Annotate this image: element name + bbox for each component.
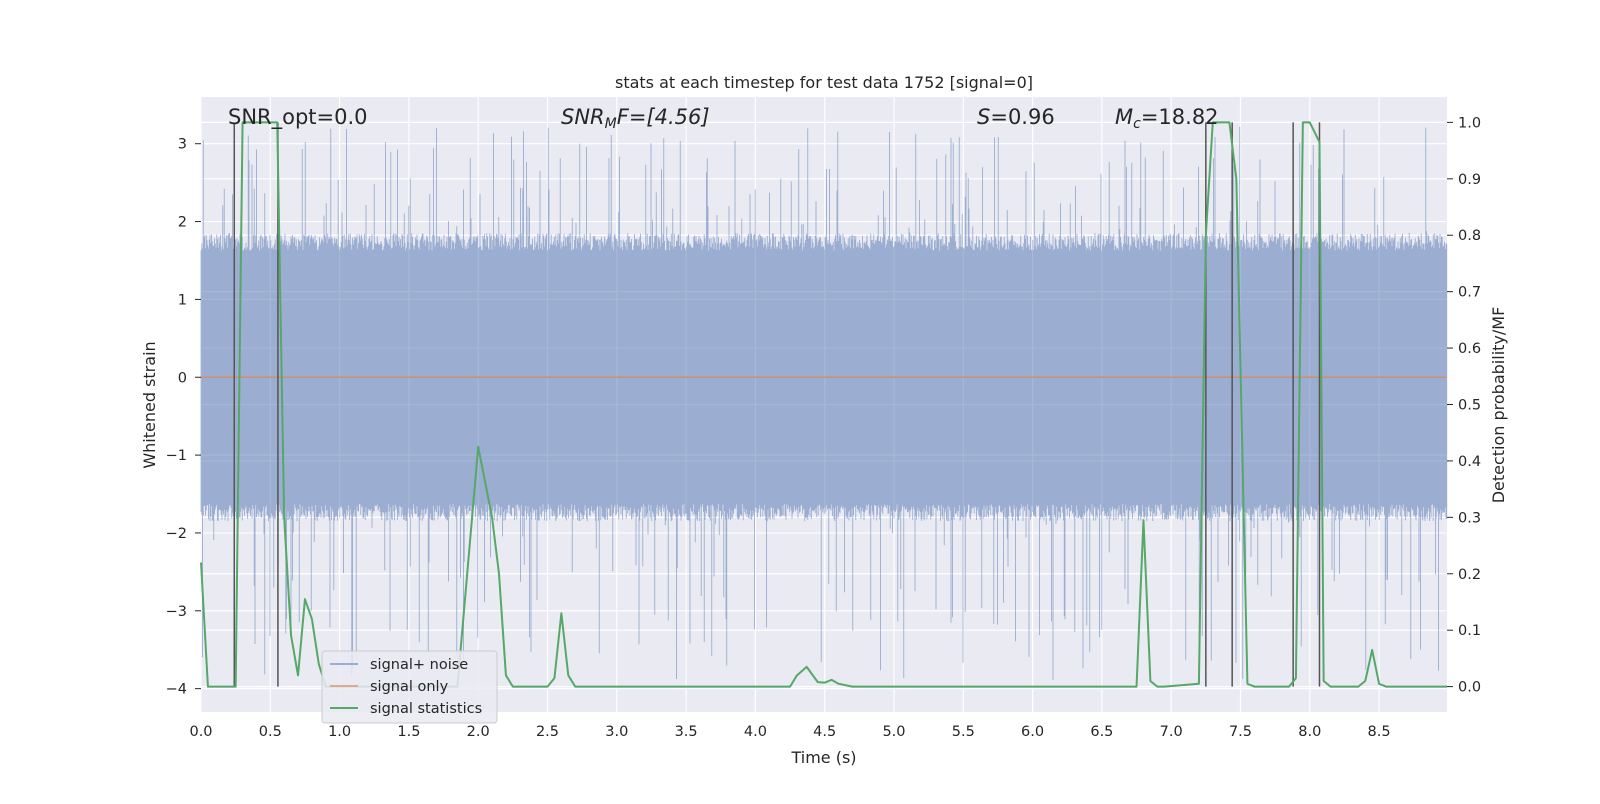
chart-title: stats at each timestep for test data 175… [615,73,1033,92]
y-tick-label: 0 [178,370,187,386]
y2-tick-label: 0.4 [1458,454,1481,470]
y2-tick-label: 0.3 [1458,510,1481,526]
x-tick-label: 6.5 [1090,724,1113,740]
x-tick-label: 7.5 [1229,724,1252,740]
y2-tick-label: 0.1 [1458,623,1481,639]
annotation-snr-opt: SNR_opt=0.0 [228,105,368,130]
y-axis-left-ticks: 3 2 1 0 −1 −2 −3 −4 [166,137,201,698]
y2-tick-label: 0.9 [1458,172,1481,188]
x-tick-label: 5.5 [952,724,975,740]
y-axis-right-label: Detection probability/MF [1489,307,1508,504]
x-tick-label: 1.5 [397,724,420,740]
y-axis-right-ticks: 1.0 0.9 0.8 0.7 0.6 0.5 0.4 0.3 0.2 0.1 0.0 [1447,115,1481,696]
y2-tick-label: 0.8 [1458,228,1481,244]
x-tick-label: 3.0 [605,724,628,740]
y-axis-left-label: Whitened strain [140,341,159,468]
legend-box [321,650,498,724]
annotation-mc: Mc=18.82 [1115,105,1219,132]
y2-tick-label: 0.2 [1458,567,1481,583]
x-tick-label: 0.0 [189,724,212,740]
x-tick-label: 0.5 [259,724,282,740]
y-tick-label: 3 [178,137,187,153]
y2-tick-label: 0.5 [1458,398,1481,414]
x-tick-label: 3.5 [675,724,698,740]
y2-tick-label: 0.0 [1458,680,1481,696]
x-axis-label: Time (s) [790,748,856,767]
signal-statistics-line [200,121,1447,688]
y-tick-label: −2 [166,526,187,542]
x-tick-label: 4.0 [744,724,767,740]
x-tick-label: 4.5 [813,724,836,740]
x-tick-label: 1.0 [328,724,351,740]
y2-tick-label: 0.6 [1458,341,1481,357]
legend-label-signal-statistics: signal statistics [370,701,482,717]
x-tick-label: 8.5 [1368,724,1391,740]
x-tick-label: 6.0 [1021,724,1044,740]
y2-tick-label: 0.7 [1458,285,1481,301]
x-tick-label: 7.0 [1160,724,1183,740]
x-tick-label: 5.0 [882,724,905,740]
y-tick-label: 1 [178,292,187,308]
series-signal-statistics [200,121,1447,688]
x-tick-label: 2.5 [536,724,559,740]
annotation-snr-mf: SNRMF=[4.56] [561,105,710,132]
y-tick-label: −1 [166,448,187,464]
y-tick-label: −3 [166,604,187,620]
x-tick-label: 2.0 [467,724,490,740]
y-tick-label: −4 [166,682,187,698]
legend-label-signal-only: signal only [370,679,449,695]
legend: signal+ noise signal only signal statist… [321,650,498,724]
x-tick-label: 8.0 [1298,724,1321,740]
annotation-group: SNR_opt=0.0 SNRMF=[4.56] S=0.96 Mc=18.82 [228,105,1219,132]
annotation-s: S=0.96 [977,105,1055,129]
x-axis-ticks: 0.0 0.5 1.0 1.5 2.0 2.5 3.0 3.5 4.0 4.5 5.0 5.5 6.0 6… [189,724,1390,740]
legend-label-signal-noise: signal+ noise [370,657,468,673]
y-tick-label: 2 [178,215,187,231]
y2-tick-label: 1.0 [1458,115,1481,131]
